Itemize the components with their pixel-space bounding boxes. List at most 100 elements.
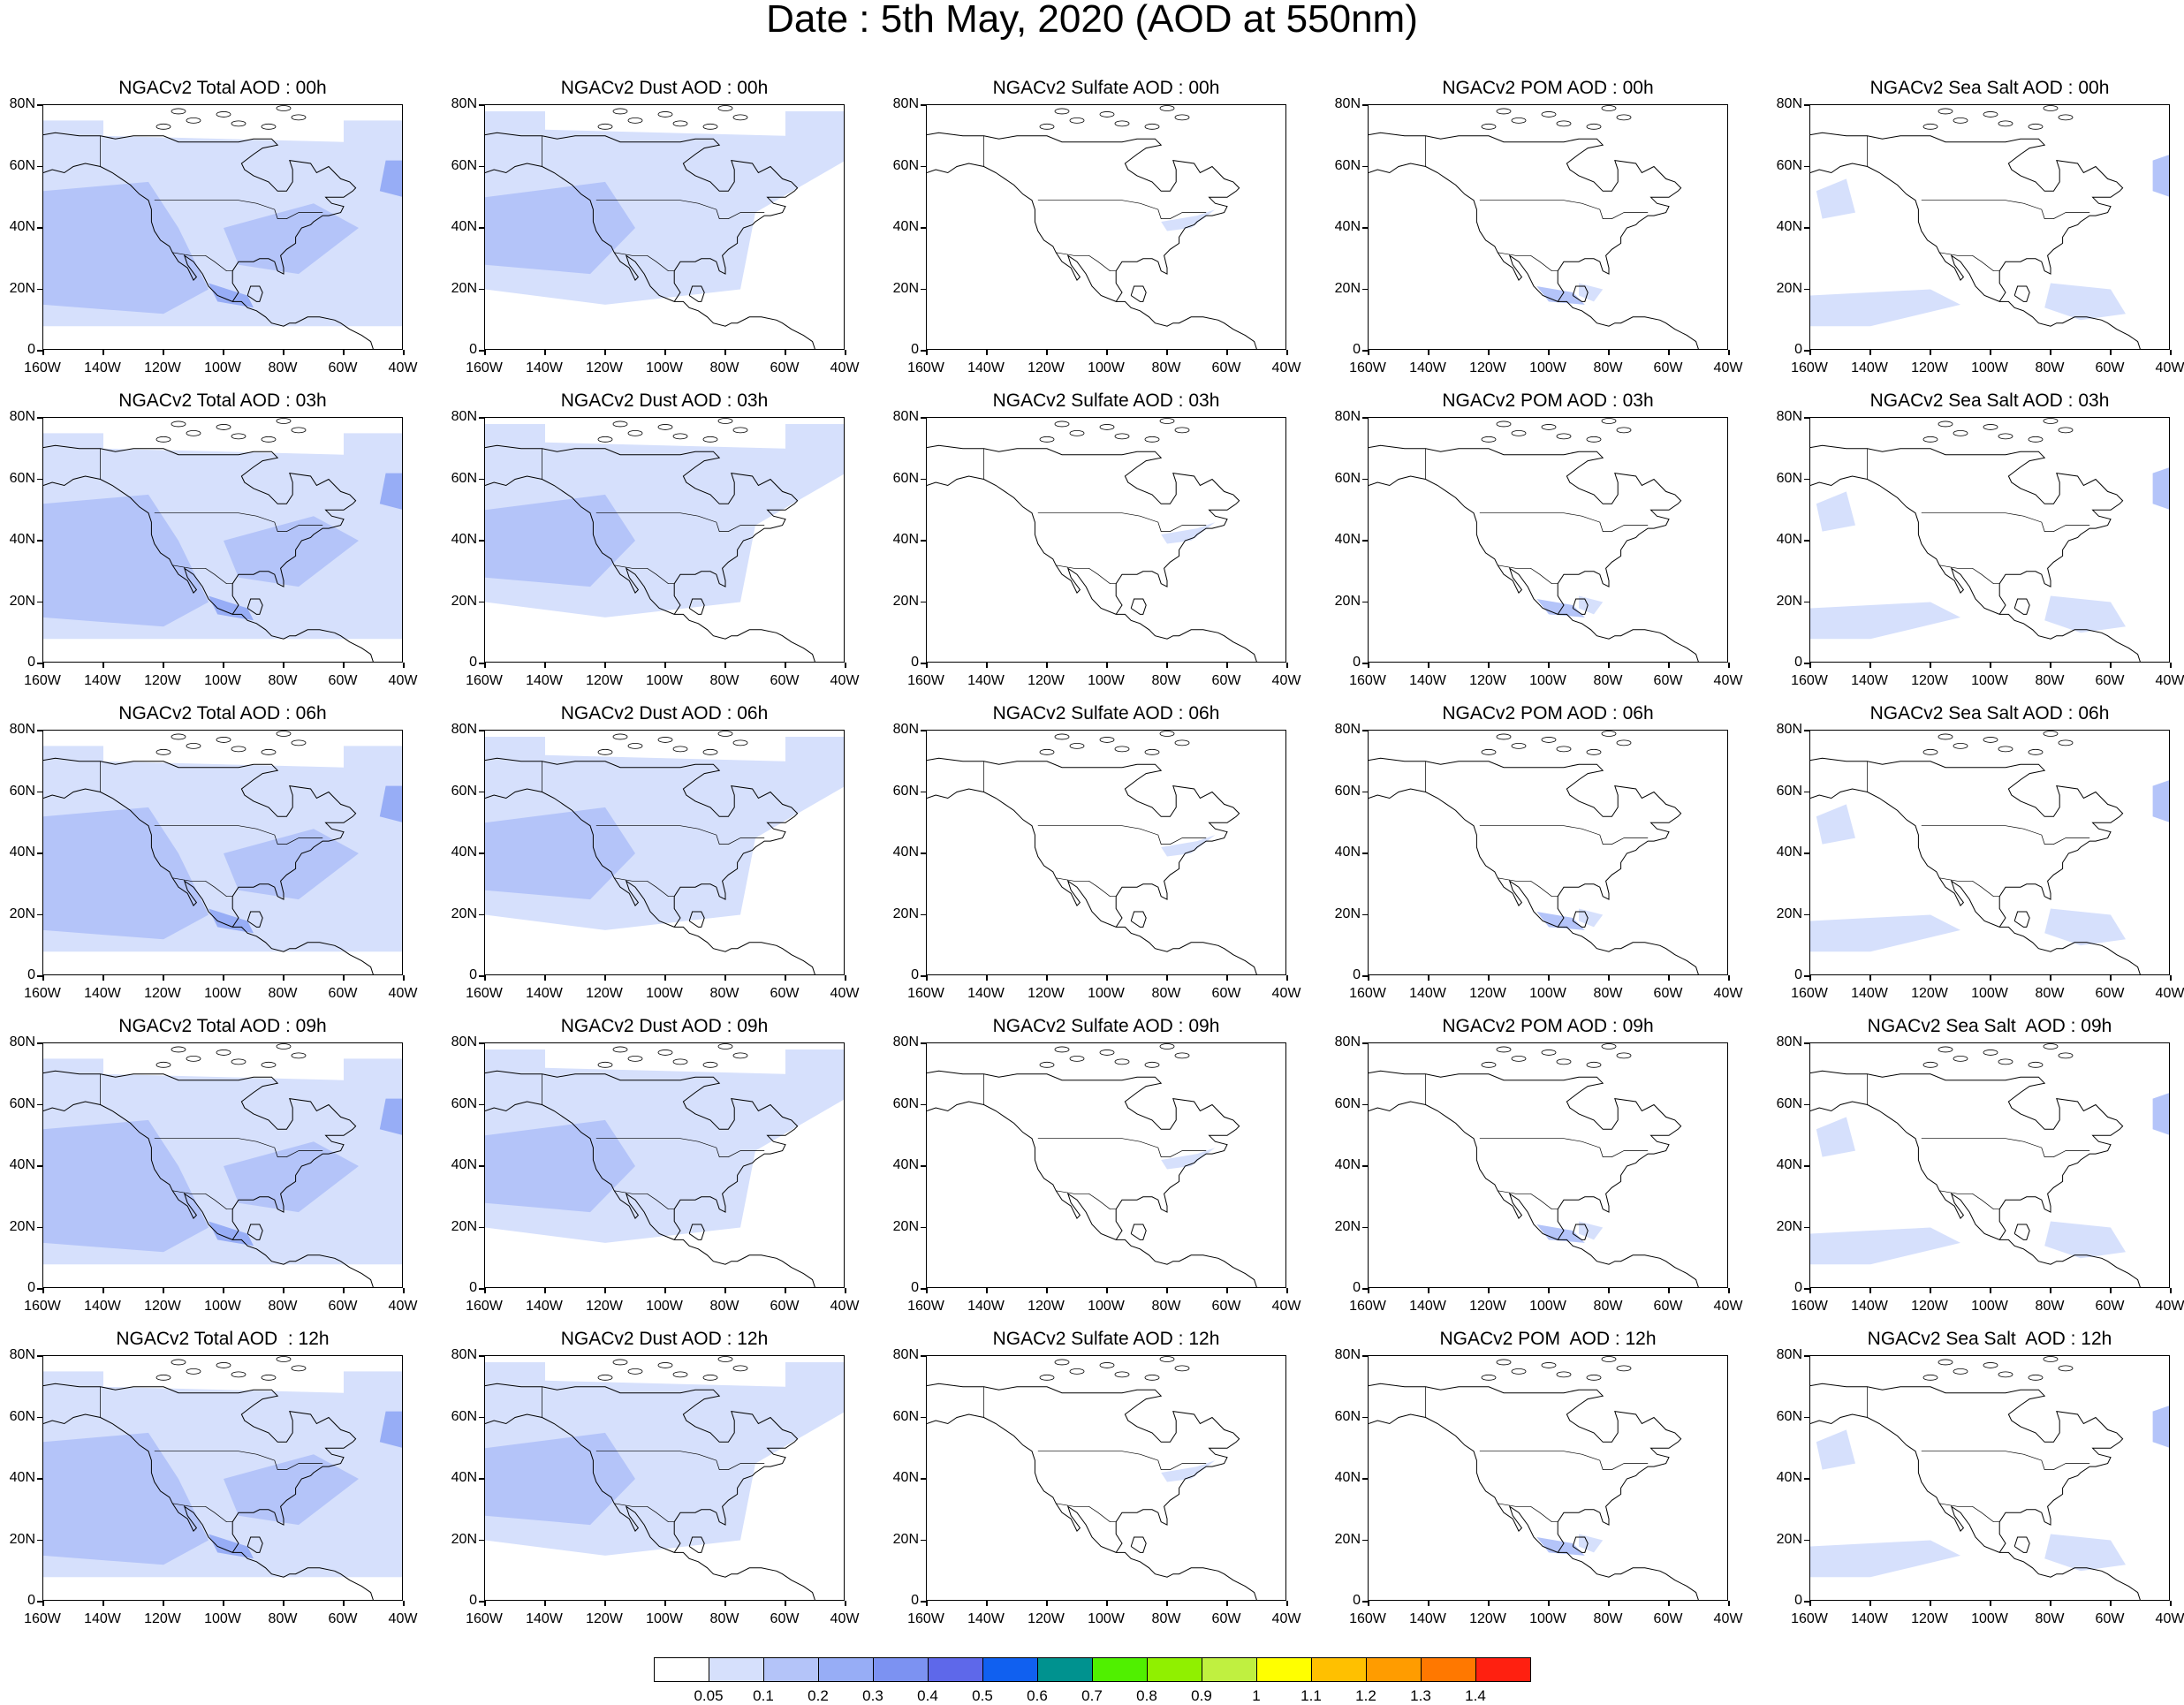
coastline — [1810, 1383, 2124, 1553]
lat-tick-label: 20N — [1776, 1218, 1802, 1234]
coastline — [2013, 285, 2030, 302]
coastline — [1810, 788, 2141, 974]
lat-tick-label: 60N — [1776, 470, 1802, 486]
aod-field — [43, 181, 209, 314]
lon-tick-label: 120W — [1911, 986, 1948, 1001]
political-border — [614, 565, 675, 585]
lat-tick-label: 20N — [1776, 280, 1802, 296]
lat-tick-label: 0 — [469, 967, 477, 982]
aod-field — [2044, 283, 2126, 321]
map-plot-area — [42, 417, 403, 663]
map-svg — [485, 418, 844, 662]
colorbar-label: 1.1 — [1301, 1687, 1322, 1704]
lon-tick-label: 40W — [2155, 1611, 2184, 1626]
arctic-island — [1496, 1359, 1512, 1366]
lat-tick-label: 60N — [9, 783, 35, 799]
panel-title: NGACv2 POM AOD : 09h — [1442, 1016, 1654, 1036]
map-plot-area — [1368, 1355, 1728, 1601]
coastline — [485, 1101, 815, 1287]
arctic-island — [627, 429, 643, 436]
arctic-island — [1481, 1061, 1497, 1068]
panel-title: NGACv2 POM AOD : 03h — [1442, 390, 1654, 411]
arctic-island — [672, 433, 688, 440]
coastline — [43, 163, 374, 349]
lon-tick-label: 80W — [709, 1611, 739, 1626]
lon-tick-label: 160W — [24, 986, 61, 1001]
lon-tick-label: 40W — [1713, 986, 1743, 1001]
arctic-island — [657, 737, 673, 743]
lon-tick-label: 80W — [2035, 360, 2065, 375]
lon-tick-label: 160W — [907, 1611, 944, 1626]
arctic-island — [171, 108, 186, 115]
lon-tick-label: 140W — [1851, 1611, 1888, 1626]
arctic-island — [1174, 114, 1190, 121]
lon-tick-label: 160W — [907, 673, 944, 688]
lat-tick-label: 0 — [469, 1593, 477, 1608]
aod-field — [103, 1356, 344, 1393]
lat-tick-label: 20N — [451, 280, 477, 296]
political-border — [1037, 1451, 1207, 1470]
aod-field — [2152, 1093, 2169, 1135]
arctic-island — [1039, 1061, 1055, 1068]
lat-tick-label: 40N — [892, 1157, 919, 1172]
arctic-island — [2028, 123, 2044, 130]
lat-tick-label: 40N — [1776, 532, 1802, 547]
coastline — [1369, 444, 1682, 615]
colorbar-swatch — [1475, 1657, 1531, 1682]
lon-tick-label: 100W — [1088, 1299, 1125, 1314]
lon-tick-label: 100W — [204, 986, 241, 1001]
aod-field — [379, 160, 402, 197]
aod-field — [43, 494, 209, 627]
coastline — [485, 788, 815, 974]
arctic-island — [1511, 429, 1527, 436]
lon-tick-label: 100W — [1088, 360, 1125, 375]
map-svg — [927, 105, 1257, 349]
arctic-island — [1938, 733, 1953, 740]
lat-tick-label: 80N — [451, 409, 477, 424]
arctic-island — [261, 436, 277, 443]
map-plot-area — [484, 1355, 845, 1601]
arctic-island — [1541, 737, 1557, 743]
aod-field — [1816, 178, 1855, 219]
arctic-island — [1998, 433, 2013, 440]
arctic-island — [597, 748, 613, 755]
lon-tick-label: 60W — [328, 673, 358, 688]
arctic-island — [732, 427, 748, 434]
arctic-island — [612, 733, 628, 740]
arctic-island — [2043, 105, 2059, 111]
lon-tick-label: 80W — [1593, 673, 1623, 688]
political-border — [614, 1190, 675, 1210]
arctic-island — [231, 433, 246, 440]
lon-tick-label: 120W — [1469, 1299, 1506, 1314]
figure-title: Date : 5th May, 2020 (AOD at 550nm) — [766, 0, 1418, 41]
lon-tick-label: 100W — [646, 673, 683, 688]
lon-tick-label: 140W — [526, 1299, 563, 1314]
arctic-island — [1616, 114, 1632, 121]
aod-field — [2152, 1406, 2169, 1448]
coastline — [485, 444, 799, 615]
aod-field — [2152, 467, 2169, 510]
map-plot-area — [484, 104, 845, 350]
lat-tick-label: 80N — [9, 96, 35, 111]
arctic-island — [597, 1061, 613, 1068]
lon-tick-label: 60W — [770, 360, 800, 375]
lat-tick-label: 80N — [892, 96, 919, 111]
colorbar-label: 0.4 — [917, 1687, 938, 1704]
lon-tick-label: 60W — [328, 360, 358, 375]
lon-tick-label: 100W — [1971, 1299, 2008, 1314]
lon-tick-label: 100W — [1529, 1299, 1566, 1314]
political-border — [1921, 1451, 2090, 1470]
aod-field — [1816, 491, 1855, 532]
aod-field — [43, 807, 209, 940]
lon-tick-label: 120W — [144, 673, 181, 688]
coastline — [485, 1383, 799, 1553]
lon-tick-label: 160W — [24, 360, 61, 375]
lat-tick-label: 20N — [9, 593, 35, 609]
lon-tick-label: 100W — [204, 673, 241, 688]
lon-tick-label: 140W — [1851, 1299, 1888, 1314]
lon-tick-label: 160W — [1791, 673, 1828, 688]
political-border — [1498, 1190, 1558, 1210]
lat-tick-label: 80N — [9, 722, 35, 737]
arctic-island — [261, 1061, 277, 1068]
lon-tick-label: 160W — [1349, 673, 1386, 688]
